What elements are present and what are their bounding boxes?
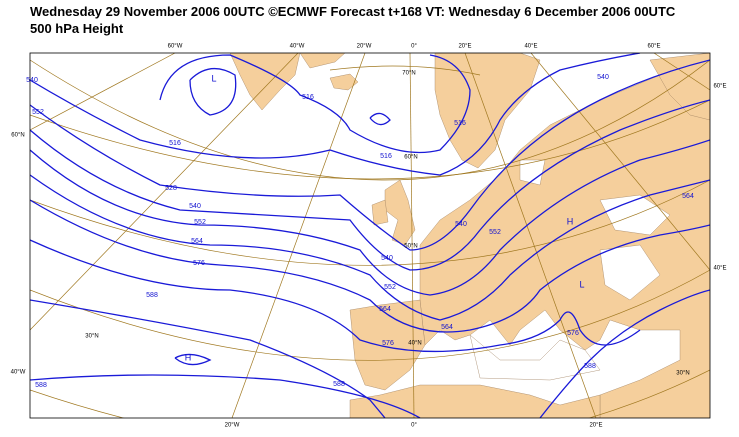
contour-label: 588 <box>35 382 47 389</box>
contour-label: 540 <box>455 221 467 228</box>
contour-label: 540 <box>381 255 393 262</box>
contour-label: 576 <box>193 260 205 267</box>
graticule-label: 30°N <box>676 371 689 377</box>
contour-label: 588 <box>584 363 596 370</box>
contour-label: 552 <box>194 219 206 226</box>
contour-label: 516 <box>169 140 181 147</box>
graticule-label: 50°N <box>404 244 417 250</box>
contour-label: 528 <box>165 185 177 192</box>
contour-label: 552 <box>32 109 44 116</box>
contour-label: 588 <box>146 292 158 299</box>
contour-label: 576 <box>382 340 394 347</box>
graticule-label: 20°E <box>458 44 471 50</box>
contour-label: 564 <box>379 306 391 313</box>
graticule-label: 60°N <box>11 133 24 139</box>
contour-label: 540 <box>597 74 609 81</box>
graticule-label: 60°N <box>404 155 417 161</box>
pressure-center: L <box>211 73 216 83</box>
contour-label: 564 <box>191 238 203 245</box>
contour-label: 540 <box>26 77 38 84</box>
graticule-label: 60°W <box>168 44 183 50</box>
graticule-label: 60°E <box>647 44 660 50</box>
contour-label: 552 <box>489 229 501 236</box>
graticule-label: 40°W <box>11 370 26 376</box>
pressure-center: H <box>185 352 192 362</box>
contour-label: 516 <box>302 94 314 101</box>
graticule-label: 40°E <box>713 266 726 272</box>
contour-label: 564 <box>441 324 453 331</box>
graticule <box>30 53 710 418</box>
title: Wednesday 29 November 2006 00UTC ©ECMWF … <box>30 4 676 19</box>
contour-label: 552 <box>384 284 396 291</box>
graticule-label: 0° <box>411 423 417 429</box>
contour-label: 516 <box>380 153 392 160</box>
subtitle: 500 hPa Height <box>30 21 124 36</box>
contour-label: 516 <box>454 120 466 127</box>
graticule-label: 60°E <box>713 84 726 90</box>
land <box>229 53 710 418</box>
contour-label: 540 <box>189 203 201 210</box>
graticule-label: 40°N <box>408 341 421 347</box>
graticule-label: 40°W <box>290 44 305 50</box>
graticule-label: 20°E <box>589 423 602 429</box>
pressure-center: H <box>567 216 574 226</box>
pressure-center: L <box>579 279 584 289</box>
graticule-label: 70°N <box>402 71 415 77</box>
contour-label: 564 <box>682 193 694 200</box>
graticule-label: 20°W <box>357 44 372 50</box>
graticule-label: 40°E <box>524 44 537 50</box>
contour-label: 576 <box>567 330 579 337</box>
contours <box>30 53 710 418</box>
graticule-label: 30°N <box>85 334 98 340</box>
graticule-label: 0° <box>411 44 417 50</box>
graticule-label: 20°W <box>225 423 240 429</box>
contour-label: 588 <box>333 381 345 388</box>
map-frame <box>29 52 711 419</box>
